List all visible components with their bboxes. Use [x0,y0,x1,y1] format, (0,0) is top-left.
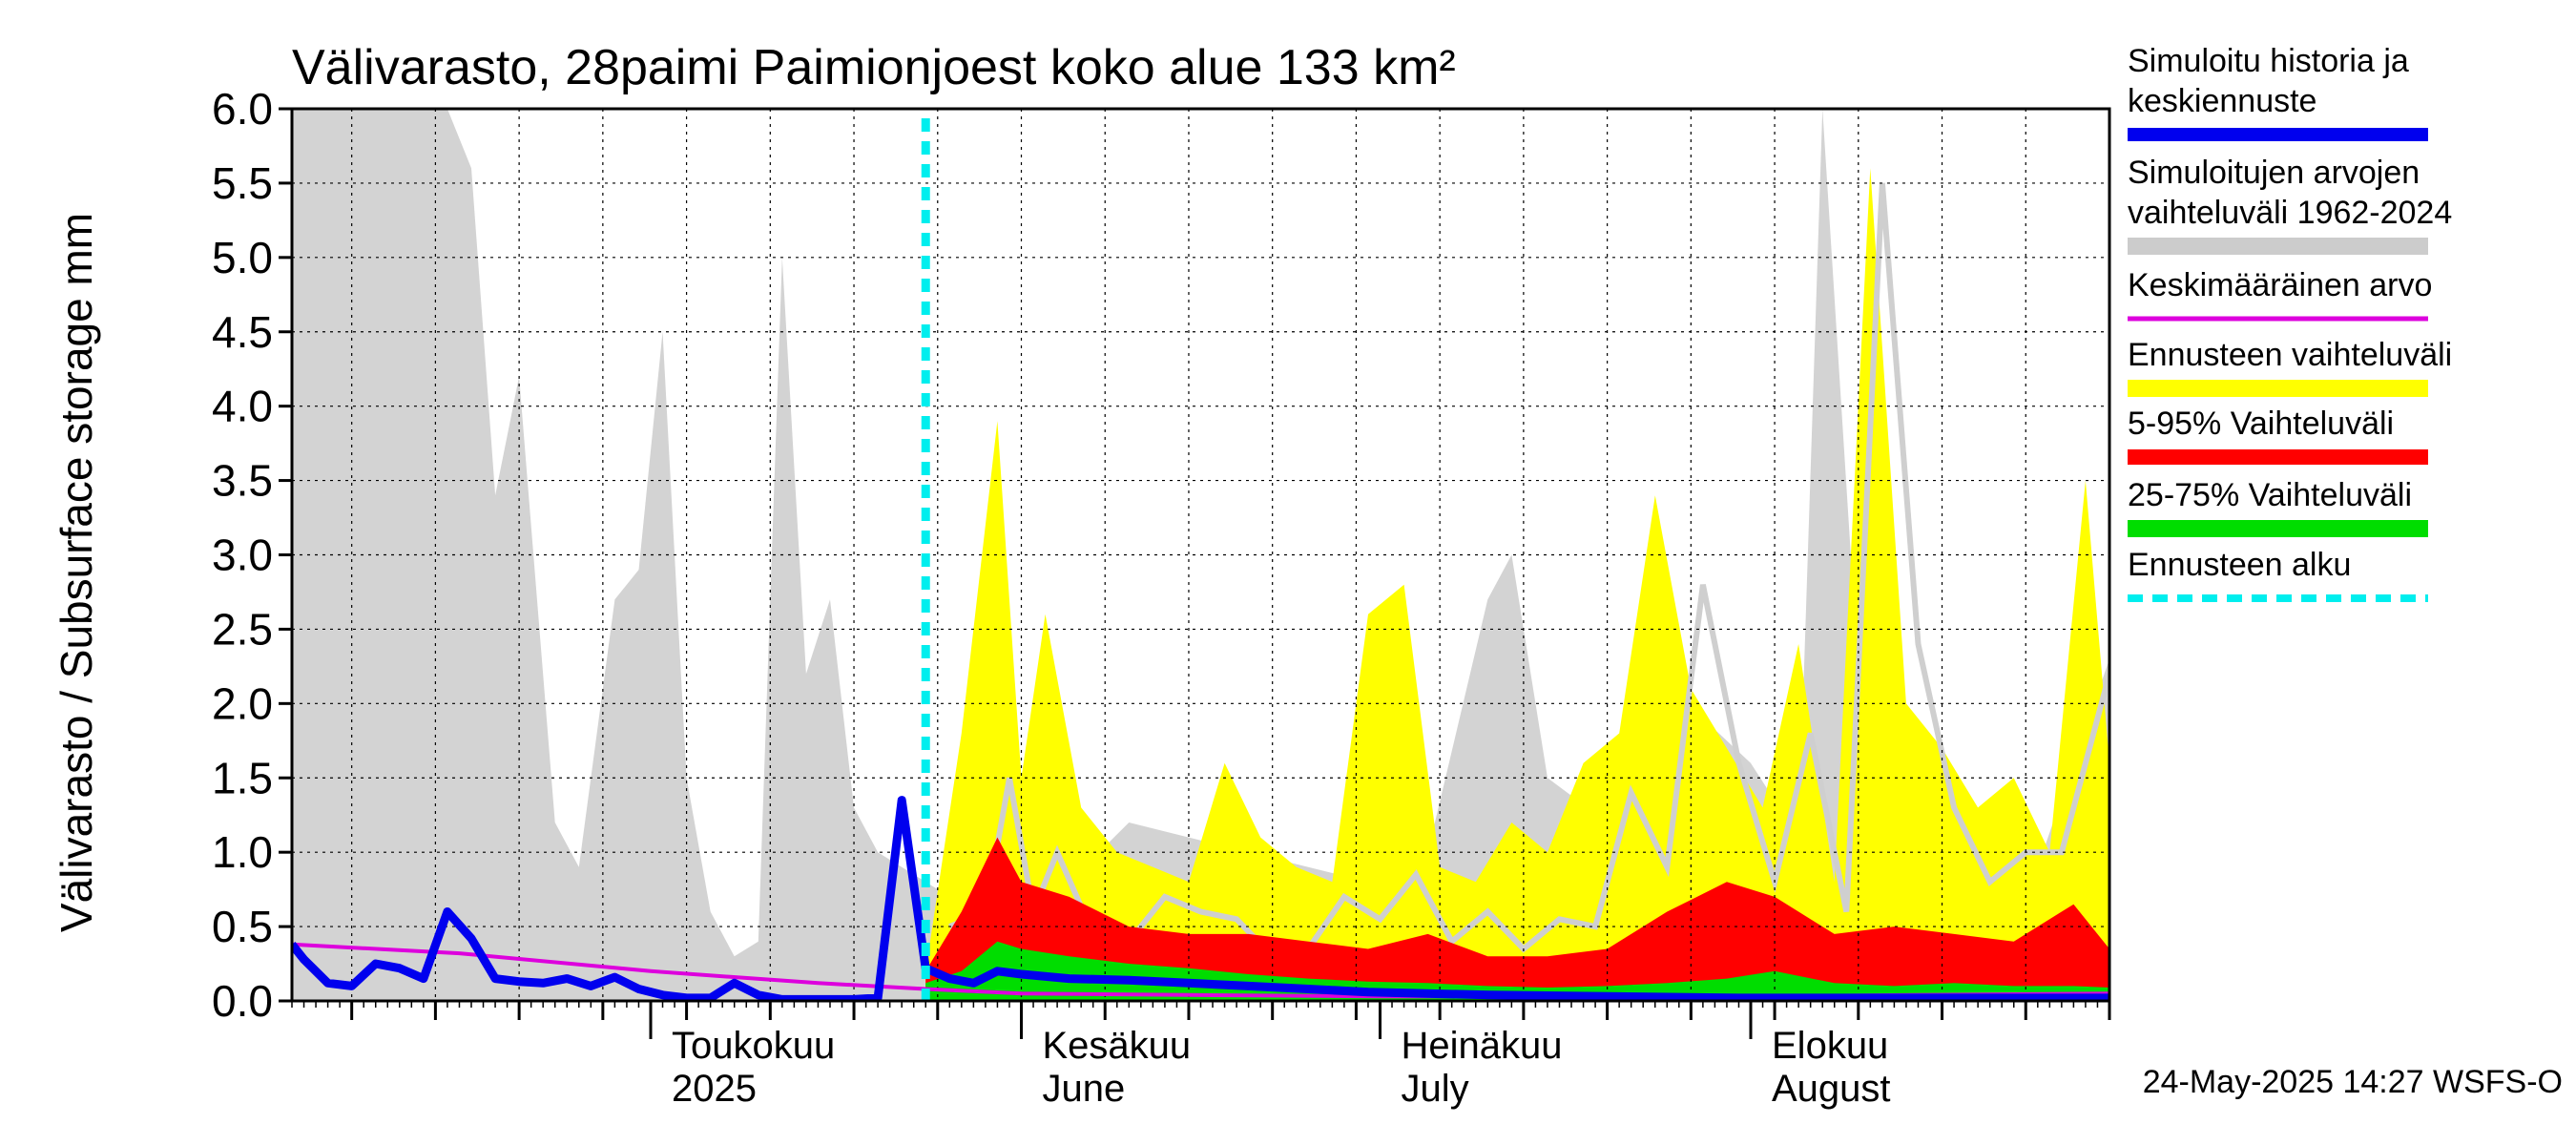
y-tick-label: 6.0 [212,84,273,134]
legend-label: Simuloitu historia ja [2128,43,2409,79]
grid [292,109,2109,1001]
y-tick-label: 2.0 [212,678,273,728]
footer-timestamp: 24-May-2025 14:27 WSFS-O [2143,1064,2563,1100]
legend-item: 5-95% Vaihteluväli [2128,406,2428,465]
legend-label: Simuloitujen arvojen [2128,155,2420,191]
y-tick-label: 4.5 [212,307,273,357]
y-tick-label: 1.0 [212,827,273,877]
legend-item: Keskimääräinen arvo [2128,267,2432,322]
legend-label: Ennusteen vaihteluväli [2128,337,2452,373]
y-tick-label: 2.5 [212,604,273,654]
legend-swatch [2128,449,2428,465]
y-tick-label: 3.5 [212,456,273,506]
x-month-sublabel: 2025 [672,1068,757,1110]
chart-title: Välivarasto, 28paimi Paimionjoest koko a… [292,40,1456,95]
y-axis-label: Välivarasto / Subsurface storage mm [52,213,101,932]
legend-label: keskiennuste [2128,83,2316,119]
x-month-sublabel: August [1772,1068,1891,1110]
y-tick-label: 0.0 [212,976,273,1026]
legend-item: Ennusteen vaihteluväli [2128,337,2452,397]
legend-label: 25-75% Vaihteluväli [2128,477,2412,513]
legend-swatch [2128,238,2428,255]
legend-item: Ennusteen alku [2128,547,2428,602]
x-month-label: Elokuu [1772,1025,1888,1067]
legend-swatch [2128,316,2428,322]
legend-item: 25-75% Vaihteluväli [2128,477,2428,537]
y-tick-label: 0.5 [212,902,273,951]
legend-swatch [2128,520,2428,537]
legend-swatch [2128,128,2428,141]
x-month-label: Heinäkuu [1401,1025,1562,1067]
x-month-label: Kesäkuu [1043,1025,1192,1067]
y-tick-label: 4.0 [212,382,273,431]
y-tick-label: 5.5 [212,158,273,208]
y-tick-label: 3.0 [212,531,273,580]
legend-item: Simuloitu historia ja keskiennuste [2128,43,2428,141]
axes: 0.0 0.5 1.0 1.5 2.0 2.5 3.0 3.5 4.0 4.5 5.0 5.5 6.0 T… [212,84,2111,1110]
legend-label: Ennusteen alku [2128,547,2351,583]
legend-swatch [2128,380,2428,397]
y-tick-label: 5.0 [212,233,273,282]
x-month-sublabel: July [1401,1068,1468,1110]
y-axis-label-group: Välivarasto / Subsurface storage mm [52,213,101,932]
y-tick-label: 1.5 [212,753,273,802]
lines [292,118,2109,1001]
legend: Simuloitu historia jakeskiennusteSimuloi… [2128,43,2452,602]
legend-label: Keskimääräinen arvo [2128,267,2432,303]
x-month-sublabel: June [1043,1068,1126,1110]
legend-item: Simuloitujen arvojen vaihteluväli 1962-20… [2128,155,2452,255]
x-month-label: Toukokuu [672,1025,835,1067]
series-5-95-range-area [925,837,2109,1001]
series-simulated-history-line [292,796,2109,1001]
legend-label: 5-95% Vaihteluväli [2128,406,2394,442]
series-forecast-range-area [925,168,2109,1001]
legend-label: vaihteluväli 1962-2024 [2128,195,2452,231]
